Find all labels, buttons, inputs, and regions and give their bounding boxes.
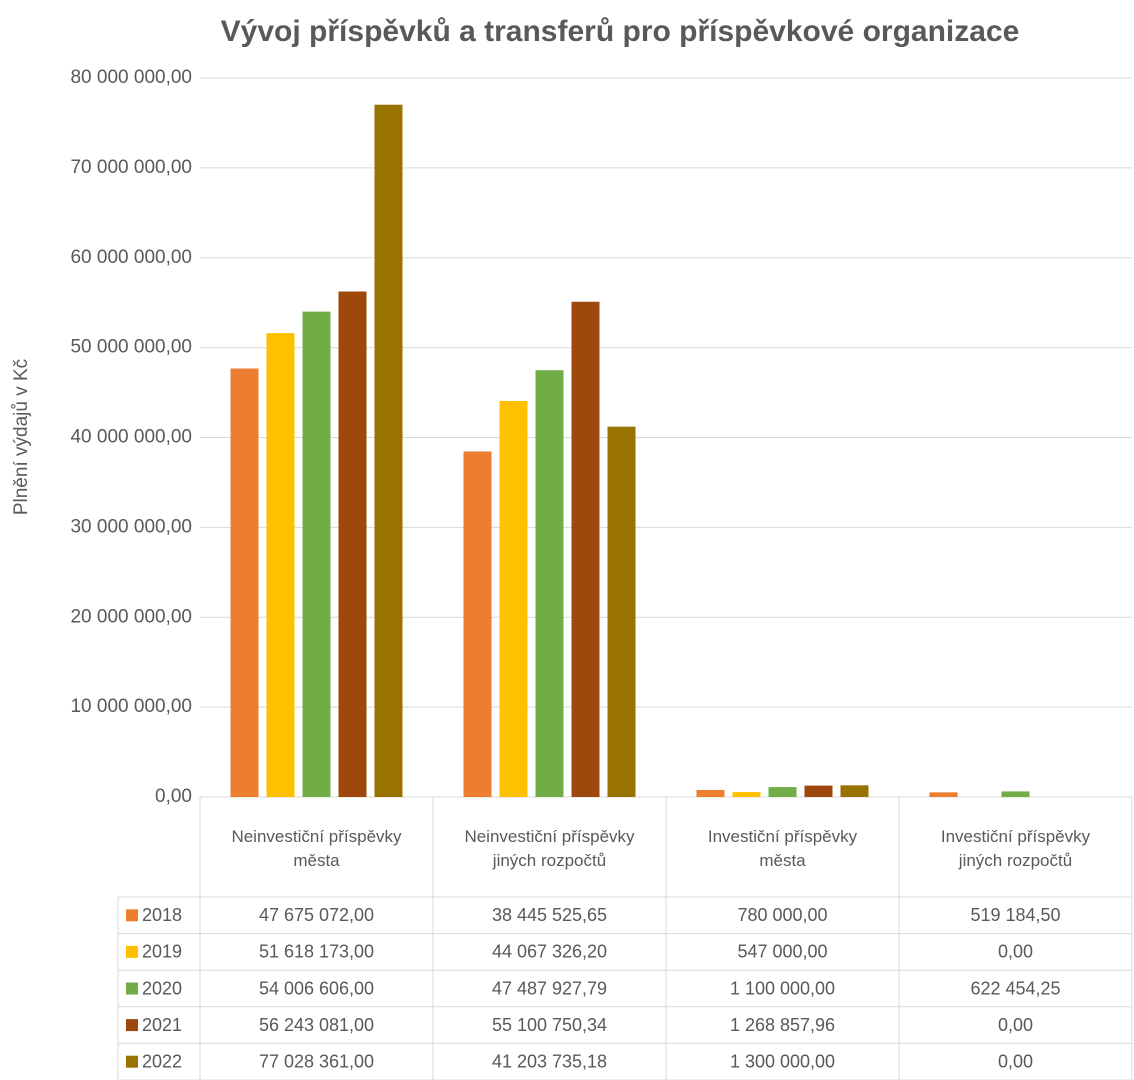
x-tick-label: Neinvestiční příspěvky jiných rozpočtů: [464, 827, 635, 870]
bar: [230, 368, 259, 797]
bar: [732, 792, 761, 797]
y-tick-label: 70 000 000,00: [70, 157, 192, 178]
y-tick-label: 40 000 000,00: [70, 427, 192, 448]
table-value: 47 487 927,79: [492, 978, 607, 998]
bar: [840, 785, 869, 797]
table-value: 56 243 081,00: [259, 1015, 374, 1035]
table-value: 47 675 072,00: [259, 905, 374, 925]
legend-swatch: [126, 945, 138, 958]
table-value: 77 028 361,00: [259, 1051, 374, 1071]
table-value: 1 268 857,96: [730, 1015, 835, 1035]
table-value: 0,00: [998, 942, 1033, 962]
table-value: 0,00: [998, 1051, 1033, 1071]
table-value: 41 203 735,18: [492, 1051, 607, 1071]
table-value: 622 454,25: [970, 978, 1060, 998]
legend-label: 2018: [142, 905, 182, 925]
table-value: 547 000,00: [737, 942, 827, 962]
legend-label: 2021: [142, 1015, 182, 1035]
legend-swatch: [126, 1019, 138, 1032]
bar: [929, 792, 958, 797]
y-tick-label: 30 000 000,00: [70, 516, 192, 537]
x-tick-label: Investiční příspěvky jiných rozpočtů: [940, 827, 1091, 870]
legend-label: 2022: [142, 1051, 182, 1071]
y-tick-label: 10 000 000,00: [70, 696, 192, 717]
y-tick-label: 20 000 000,00: [70, 606, 192, 627]
bar: [768, 787, 797, 797]
legend-label: 2020: [142, 978, 182, 998]
bar: [499, 400, 528, 797]
bar: [266, 333, 295, 797]
table-value: 1 100 000,00: [730, 978, 835, 998]
bar: [302, 311, 331, 797]
x-tick-label: Neinvestiční příspěvky města: [231, 827, 402, 870]
bar: [374, 104, 403, 798]
table-value: 0,00: [998, 1015, 1033, 1035]
y-tick-label: 80 000 000,00: [70, 67, 192, 88]
y-tick-label: 50 000 000,00: [70, 337, 192, 358]
y-axis-title: Plnění výdajů v Kč: [11, 359, 32, 515]
bar: [571, 301, 600, 797]
bar: [804, 785, 833, 797]
legend-swatch: [126, 982, 138, 995]
bar: [535, 370, 564, 797]
table-value: 38 445 525,65: [492, 905, 607, 925]
table-value: 519 184,50: [970, 905, 1060, 925]
y-tick-label: 0,00: [155, 786, 192, 807]
chart-title: Vývoj příspěvků a transferů pro příspěvk…: [221, 15, 1020, 48]
bar: [463, 451, 492, 797]
table-value: 51 618 173,00: [259, 942, 374, 962]
table-value: 55 100 750,34: [492, 1015, 607, 1035]
legend-label: 2019: [142, 942, 182, 962]
bar: [607, 426, 636, 797]
table-value: 44 067 326,20: [492, 942, 607, 962]
bar: [338, 291, 367, 797]
y-tick-label: 60 000 000,00: [70, 247, 192, 268]
bar: [696, 789, 725, 797]
table-value: 1 300 000,00: [730, 1051, 835, 1071]
legend-swatch: [126, 909, 138, 922]
bar: [1001, 791, 1030, 797]
table-value: 780 000,00: [737, 905, 827, 925]
table-value: 54 006 606,00: [259, 978, 374, 998]
legend-swatch: [126, 1055, 138, 1068]
x-tick-label: Investiční příspěvky města: [707, 827, 858, 870]
